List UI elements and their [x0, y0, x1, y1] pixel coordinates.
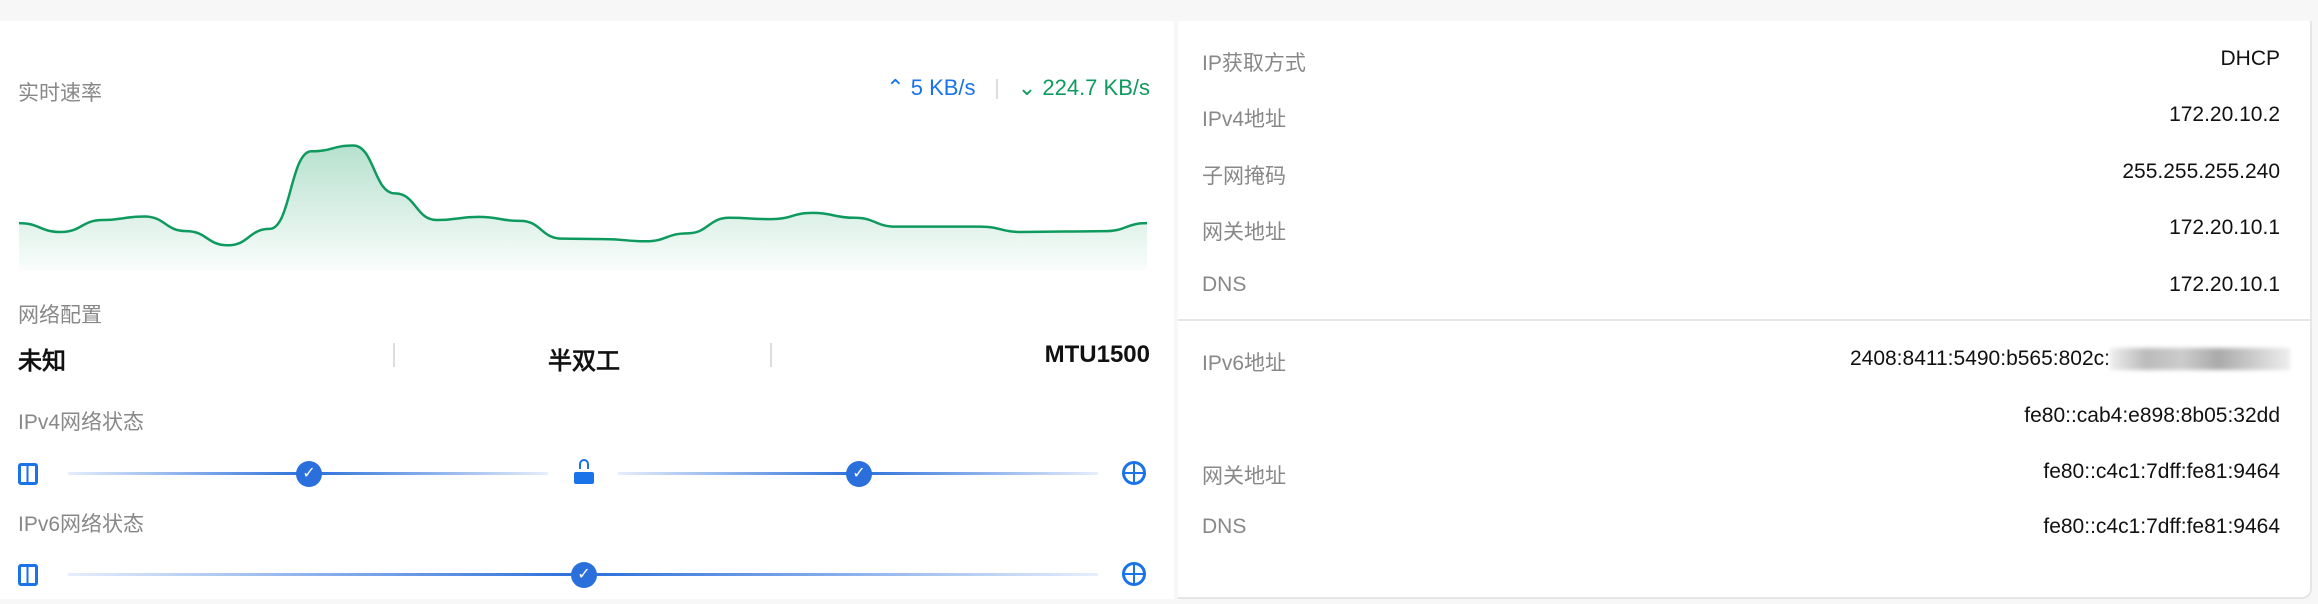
upload-arrow-icon: ⌃ [886, 75, 905, 100]
row-label: IPv6地址 [1202, 352, 1287, 375]
row-label: 网关地址 [1202, 465, 1286, 488]
row-label: DNS [1202, 273, 1247, 296]
ipv4-status-title: IPv4网络状态 [18, 411, 145, 434]
globe-icon [1122, 562, 1146, 586]
ipv4-status-path: ✓ ✓ [0, 453, 1174, 493]
ip-details-card: IP获取方式 DHCP IPv4地址 172.20.10.2 子网掩码 255.… [1178, 21, 2312, 599]
duplex-mode: 半双工 [548, 348, 620, 375]
download-speed: 224.7 KB/s [1042, 75, 1150, 100]
ipv6-status-title: IPv6网络状态 [18, 513, 145, 536]
device-icon [18, 564, 38, 586]
speed-chart [19, 144, 1147, 271]
check-icon: ✓ [571, 562, 597, 588]
upload-speed: 5 KB/s [910, 75, 976, 100]
divider [1178, 319, 2310, 321]
row-label: IP获取方式 [1202, 52, 1306, 75]
gateway-value: 172.20.10.1 [2169, 216, 2280, 239]
ipv6-status-path: ✓ [0, 554, 1174, 594]
mtu: MTU1500 [1044, 341, 1150, 368]
row-label: 子网掩码 [1202, 165, 1286, 188]
globe-icon [1122, 461, 1146, 485]
divider [770, 343, 772, 367]
row-label: IPv4地址 [1202, 108, 1287, 131]
network-config-title: 网络配置 [18, 304, 102, 327]
redacted-blur [2110, 348, 2290, 371]
link-speed: 未知 [18, 348, 66, 375]
divider [995, 79, 998, 100]
download-arrow-icon: ⌄ [1017, 75, 1037, 100]
router-icon [574, 459, 594, 487]
ipv6-address-value: 2408:8411:5490:b565:802c: [1850, 347, 2290, 371]
row-label: DNS [1202, 515, 1247, 538]
divider [393, 343, 395, 367]
ipv4-address-value: 172.20.10.2 [2169, 103, 2280, 126]
ip-method-value: DHCP [2220, 47, 2280, 70]
check-icon: ✓ [296, 461, 322, 487]
network-overview-card: 实时速率 ⌃ 5 KB/s ⌄ 224.7 KB/s 网络配置 未知 半双工 M… [0, 21, 1174, 599]
device-icon [18, 463, 38, 485]
speed-line [19, 144, 1147, 247]
speed-area [19, 145, 1147, 271]
speed-title: 实时速率 [18, 82, 102, 105]
ipv6-gateway-value: fe80::c4c1:7dff:fe81:9464 [2043, 460, 2280, 483]
check-icon: ✓ [846, 461, 872, 487]
ipv6-dns-value: fe80::c4c1:7dff:fe81:9464 [2043, 515, 2280, 538]
subnet-mask-value: 255.255.255.240 [2122, 160, 2280, 183]
row-label: 网关地址 [1202, 221, 1286, 244]
dns-value: 172.20.10.1 [2169, 273, 2280, 296]
ipv6-address-text: 2408:8411:5490:b565:802c: [1849, 347, 2110, 370]
speed-readout: ⌃ 5 KB/s ⌄ 224.7 KB/s [886, 75, 1150, 101]
ipv6-link-local-value: fe80::cab4:e898:8b05:32dd [2024, 404, 2280, 427]
